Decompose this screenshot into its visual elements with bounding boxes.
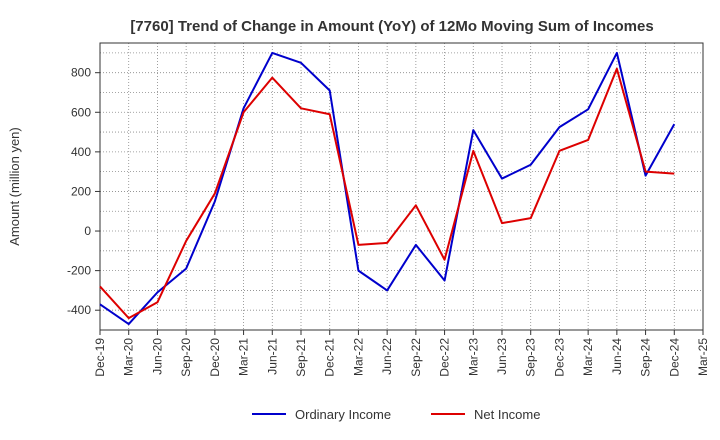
y-tick-label: -400 (67, 303, 91, 317)
x-tick-label: Jun-20 (150, 338, 164, 375)
series-line-1 (99, 67, 675, 320)
x-tick-label: Jun-24 (610, 338, 624, 375)
x-tick-label: Dec-19 (93, 338, 107, 377)
y-tick-label: -200 (67, 264, 91, 278)
x-tick-label: Sep-20 (179, 338, 193, 377)
x-tick-label: Dec-23 (552, 338, 566, 377)
y-tick-label: 400 (71, 145, 91, 159)
y-tick-label: 200 (71, 184, 91, 198)
x-tick-label: Dec-20 (208, 338, 222, 377)
axes: -400 -200 0 200 400 600 800 Dec-19 Mar-20 Jun-20 S… (67, 42, 710, 377)
x-tick-label: Dec-21 (323, 338, 337, 377)
x-tick-label: Dec-22 (438, 338, 452, 377)
plot-frame (99, 42, 704, 331)
x-tick-label: Mar-22 (351, 338, 365, 376)
y-tick-label: 600 (71, 105, 91, 119)
x-tick-label: Dec-24 (667, 338, 681, 377)
x-tick-label: Sep-24 (639, 338, 653, 377)
x-tick-label: Mar-24 (581, 338, 595, 376)
x-tick-label: Mar-25 (696, 338, 710, 376)
x-tick-label: Jun-23 (495, 338, 509, 375)
chart-title: [7760] Trend of Change in Amount (YoY) o… (130, 18, 653, 35)
x-tick-label: Sep-23 (524, 338, 538, 377)
x-tick-label: Jun-21 (265, 338, 279, 375)
x-tick-label: Mar-23 (466, 338, 480, 376)
grid (99, 43, 704, 330)
series-line-0 (99, 51, 676, 326)
legend-label-1: Net Income (474, 407, 540, 422)
series (99, 51, 676, 326)
legend-label-0: Ordinary Income (295, 407, 391, 422)
y-axis-label: Amount (million yen) (7, 127, 22, 246)
x-tick-label: Mar-21 (237, 338, 251, 376)
x-tick-label: Mar-20 (122, 338, 136, 376)
legend: Ordinary Income Net Income (252, 407, 540, 422)
y-tick-label: 800 (71, 66, 91, 80)
x-tick-label: Sep-21 (294, 338, 308, 377)
x-tick-label: Jun-22 (380, 338, 394, 375)
x-tick-label: Sep-22 (409, 338, 423, 377)
y-tick-label: 0 (84, 224, 91, 238)
